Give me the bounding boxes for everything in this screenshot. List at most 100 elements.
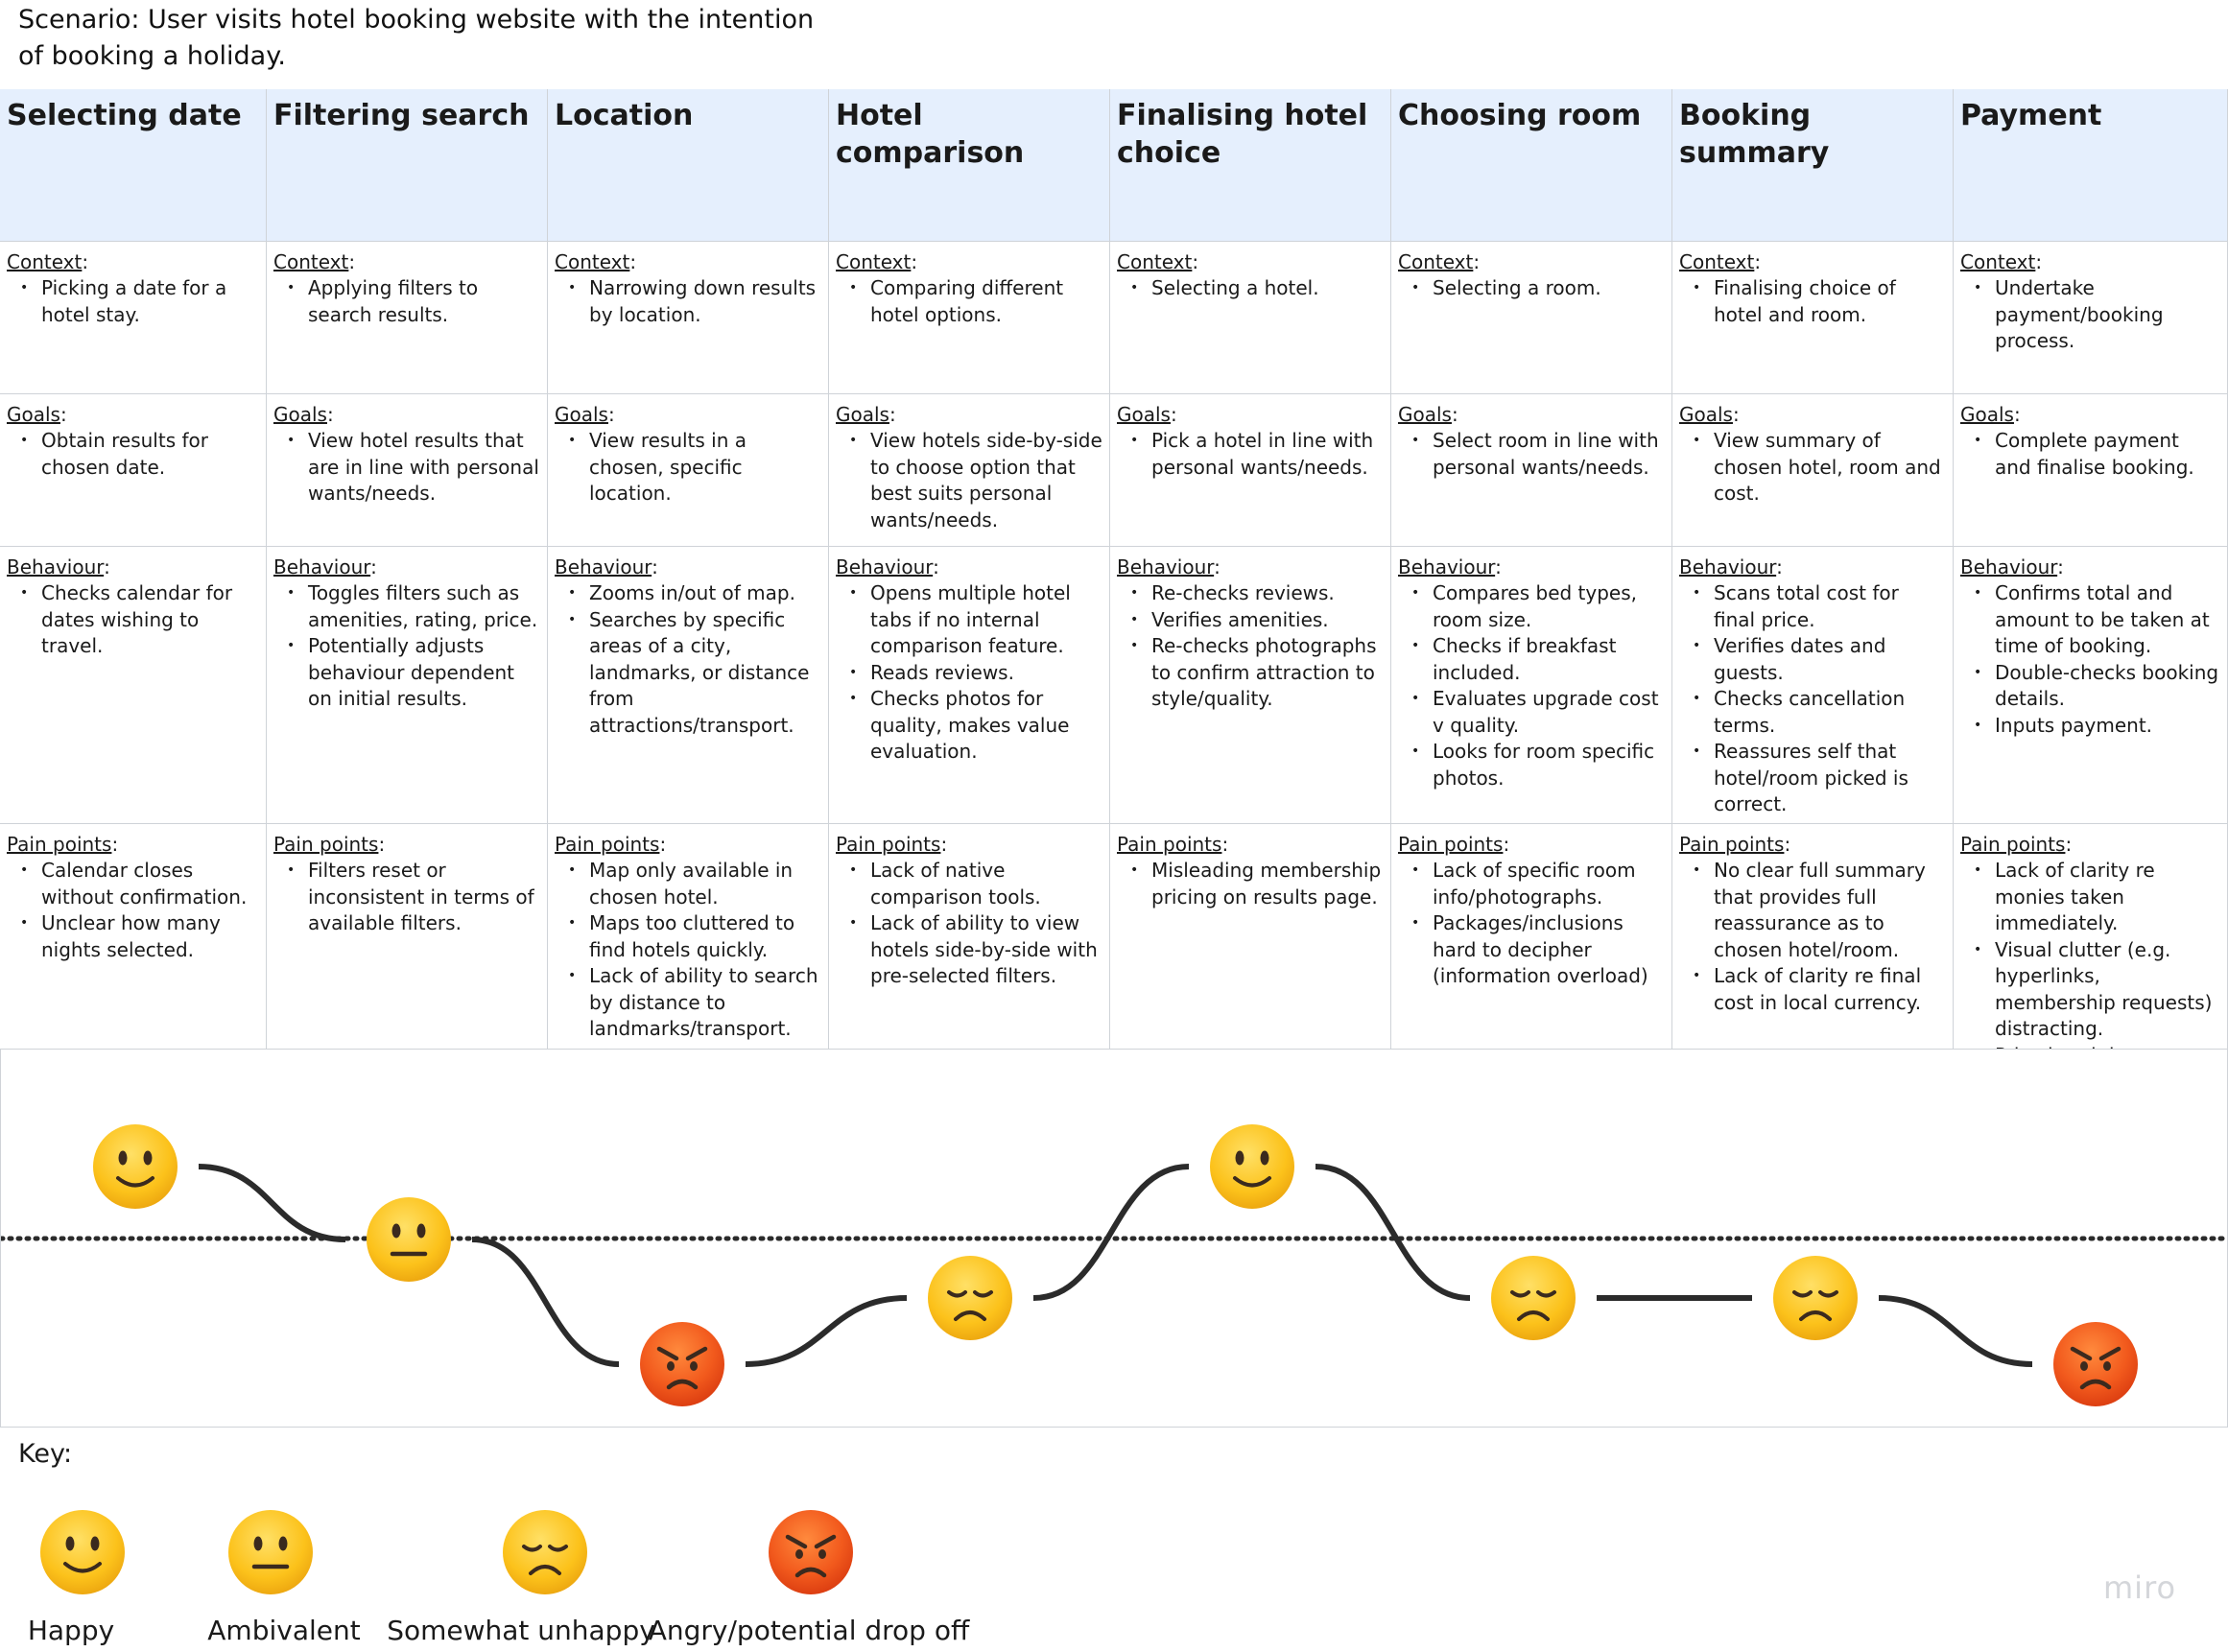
section-label-text: Pain points: [1398, 833, 1504, 856]
section-label-text: Behaviour: [1398, 555, 1496, 578]
bullet-item: Lack of clarity re monies taken immediat…: [1974, 858, 2220, 937]
key-label: Happy: [27, 1615, 115, 1646]
section-label: Pain points:: [836, 833, 948, 856]
section-label-text: Pain points: [1960, 833, 2066, 856]
bullet-item: Searches by specific areas of a city, la…: [568, 607, 821, 740]
goals-cell: Goals:View summary of chosen hotel, room…: [1672, 394, 1954, 547]
emotion-curve-area: [0, 1050, 2228, 1428]
bullet-item: Applying filters to search results.: [287, 275, 540, 328]
behaviour-cell: Behaviour:Scans total cost for final pri…: [1672, 547, 1954, 824]
bullet-item: Opens multiple hotel tabs if no internal…: [849, 580, 1102, 660]
goals-cell: Goals:Complete payment and finalise book…: [1954, 394, 2228, 547]
bullet-list: Re-checks reviews.Verifies amenities.Re-…: [1117, 580, 1384, 713]
behaviour-cell: Behaviour:Zooms in/out of map.Searches b…: [548, 547, 829, 824]
unhappy-face-icon: [928, 1256, 1012, 1340]
bullet-item: Checks photos for quality, makes value e…: [849, 686, 1102, 766]
section-label-text: Context: [1117, 250, 1193, 273]
bullet-item: Lack of clarity re final cost in local c…: [1693, 963, 1946, 1016]
bullet-item: Undertake payment/booking process.: [1974, 275, 2220, 355]
bullet-list: Compares bed types, room size.Checks if …: [1398, 580, 1665, 791]
stage-header: Filtering search: [267, 89, 548, 242]
key-ambivalent-item: [228, 1510, 313, 1594]
bullet-list: Scans total cost for final price.Verifie…: [1679, 580, 1946, 818]
section-label: Behaviour:: [1117, 555, 1221, 578]
section-label: Goals:: [836, 403, 896, 426]
section-label-text: Pain points: [836, 833, 941, 856]
key-label: Somewhat unhappy: [387, 1615, 655, 1646]
bullet-list: Lack of specific room info/photographs.P…: [1398, 858, 1665, 990]
section-label-text: Behaviour: [555, 555, 652, 578]
pain-points-cell: Pain points:Misleading membership pricin…: [1110, 824, 1391, 1050]
key-happy-item: [40, 1510, 125, 1594]
emotion-curve-segment: [745, 1295, 908, 1367]
section-label-text: Goals: [1398, 403, 1452, 426]
bullet-item: Checks if breakfast included.: [1411, 633, 1665, 686]
bullet-item: Double-checks booking details.: [1974, 660, 2220, 713]
section-label-text: Goals: [1679, 403, 1733, 426]
unhappy-face-icon: [1773, 1256, 1858, 1340]
bullet-item: Select room in line with personal wants/…: [1411, 428, 1665, 481]
section-label: Context:: [1398, 250, 1481, 273]
section-label-text: Behaviour: [7, 555, 105, 578]
bullet-list: Confirms total and amount to be taken at…: [1960, 580, 2220, 739]
angry-face-icon: [769, 1510, 853, 1594]
stage-header: Location: [548, 89, 829, 242]
section-label-text: Pain points: [1117, 833, 1222, 856]
bullet-item: Re-checks reviews.: [1130, 580, 1384, 607]
section-label: Pain points:: [273, 833, 386, 856]
section-label: Goals:: [7, 403, 67, 426]
bullet-item: Finalising choice of hotel and room.: [1693, 275, 1946, 328]
bullet-list: No clear full summary that provides full…: [1679, 858, 1946, 1016]
bullet-item: Evaluates upgrade cost v quality.: [1411, 686, 1665, 739]
stage-header: Selecting date: [0, 89, 267, 242]
bullet-item: Filters reset or inconsistent in terms o…: [287, 858, 540, 937]
ambivalent-face-icon: [228, 1510, 313, 1594]
bullet-list: Comparing different hotel options.: [836, 275, 1102, 328]
context-cell: Context:Finalising choice of hotel and r…: [1672, 242, 1954, 394]
section-label-text: Pain points: [555, 833, 660, 856]
section-label: Pain points:: [7, 833, 119, 856]
bullet-list: Narrowing down results by location.: [555, 275, 821, 328]
bullet-list: Filters reset or inconsistent in terms o…: [273, 858, 540, 937]
bullet-list: Toggles filters such as amenities, ratin…: [273, 580, 540, 713]
section-label: Behaviour:: [1679, 555, 1783, 578]
bullet-item: Complete payment and finalise booking.: [1974, 428, 2220, 481]
stage-header: Finalising hotel choice: [1110, 89, 1391, 242]
scenario-text: Scenario: User visits hotel booking webs…: [18, 5, 815, 71]
angry-face-icon: [2053, 1322, 2138, 1406]
emotion-curve-segment: [1315, 1164, 1471, 1301]
bullet-item: No clear full summary that provides full…: [1693, 858, 1946, 963]
section-label: Context:: [1117, 250, 1199, 273]
section-label-text: Goals: [555, 403, 608, 426]
bullet-item: Scans total cost for final price.: [1693, 580, 1946, 633]
bullet-item: Looks for room specific photos.: [1411, 739, 1665, 791]
bullet-item: Checks cancellation terms.: [1693, 686, 1946, 739]
emotion-curve-segment: [1032, 1164, 1190, 1301]
bullet-list: View summary of chosen hotel, room and c…: [1679, 428, 1946, 507]
bullet-list: Selecting a hotel.: [1117, 275, 1384, 302]
goals-cell: Goals:Select room in line with personal …: [1391, 394, 1672, 547]
bullet-item: Checks calendar for dates wishing to tra…: [20, 580, 259, 660]
section-label: Pain points:: [1679, 833, 1791, 856]
bullet-item: Lack of ability to search by distance to…: [568, 963, 821, 1043]
bullet-item: Toggles filters such as amenities, ratin…: [287, 580, 540, 633]
bullet-item: Potentially adjusts behaviour dependent …: [287, 633, 540, 713]
bullet-list: Select room in line with personal wants/…: [1398, 428, 1665, 481]
context-cell: Context:Selecting a room.: [1391, 242, 1672, 394]
bullet-item: View hotels side-by-side to choose optio…: [849, 428, 1102, 533]
section-label-text: Goals: [7, 403, 60, 426]
section-label-text: Context: [555, 250, 630, 273]
bullet-list: View hotel results that are in line with…: [273, 428, 540, 507]
pain-points-cell: Pain points:Lack of clarity re monies ta…: [1954, 824, 2228, 1050]
bullet-list: Finalising choice of hotel and room.: [1679, 275, 1946, 328]
pain-points-cell: Pain points:Map only available in chosen…: [548, 824, 829, 1050]
bullet-list: Misleading membership pricing on results…: [1117, 858, 1384, 910]
section-label-text: Pain points: [7, 833, 112, 856]
bullet-list: Lack of native comparison tools.Lack of …: [836, 858, 1102, 990]
section-label: Behaviour:: [555, 555, 658, 578]
bullet-list: Applying filters to search results.: [273, 275, 540, 328]
bullet-item: Maps too cluttered to find hotels quickl…: [568, 910, 821, 963]
stage-header: Booking summary: [1672, 89, 1954, 242]
stage-header: Payment: [1954, 89, 2228, 242]
ambivalent-face-icon: [367, 1197, 451, 1282]
